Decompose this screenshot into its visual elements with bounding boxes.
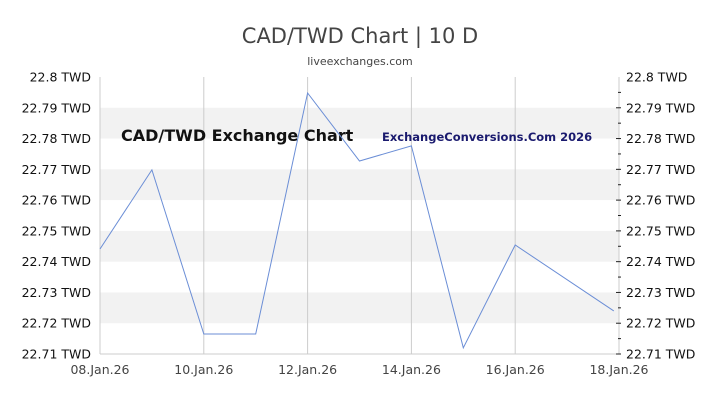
y-tick-label-right: 22.8 TWD <box>626 70 687 85</box>
y-tick-label-left: 22.75 TWD <box>22 223 91 238</box>
grid-band <box>100 107 619 139</box>
series-line-cad-twd <box>99 91 615 350</box>
grid-band <box>100 169 619 201</box>
y-tick-label-left: 22.78 TWD <box>22 131 91 146</box>
watermark-right: ExchangeConversions.Com 2026 <box>382 130 592 144</box>
x-tick-label: 10.Jan.26 <box>174 362 233 377</box>
watermark-left: CAD/TWD Exchange Chart <box>121 126 354 145</box>
y-axis-right: 22.8 TWD 22.79 TWD 22.78 TWD 22.77 TWD 22.76… <box>616 70 695 362</box>
y-tick-label-left: 22.71 TWD <box>22 347 91 362</box>
grid-band <box>100 292 619 324</box>
x-tick-label: 12.Jan.26 <box>278 362 337 377</box>
x-tick-label: 16.Jan.26 <box>486 362 545 377</box>
y-tick-label-right: 22.79 TWD <box>626 100 695 115</box>
x-tick-label: 14.Jan.26 <box>382 362 441 377</box>
y-axis-left: 22.8 TWD 22.79 TWD 22.78 TWD 22.77 TWD 22.76… <box>22 70 91 362</box>
y-tick-label-right: 22.76 TWD <box>626 193 695 208</box>
y-tick-label-right: 22.73 TWD <box>626 285 695 300</box>
y-tick-label-left: 22.76 TWD <box>22 193 91 208</box>
y-tick-label-left: 22.77 TWD <box>22 162 91 177</box>
y-tick-label-left: 22.8 TWD <box>30 70 91 85</box>
grid-band <box>100 230 619 262</box>
x-tick-label: 08.Jan.26 <box>70 362 129 377</box>
chart-title: CAD/TWD Chart | 10 D <box>241 24 479 48</box>
y-tick-label-right: 22.78 TWD <box>626 131 695 146</box>
y-tick-label-right: 22.77 TWD <box>626 162 695 177</box>
y-tick-label-left: 22.79 TWD <box>22 100 91 115</box>
y-tick-label-left: 22.74 TWD <box>22 254 91 269</box>
x-tick-label: 18.Jan.26 <box>589 362 648 377</box>
y-tick-label-left: 22.72 TWD <box>22 316 91 331</box>
y-tick-label-left: 22.73 TWD <box>22 285 91 300</box>
chart-subtitle: liveexchanges.com <box>307 55 413 68</box>
y-tick-label-right: 22.75 TWD <box>626 223 695 238</box>
y-tick-label-right: 22.71 TWD <box>626 347 695 362</box>
y-tick-label-right: 22.72 TWD <box>626 316 695 331</box>
y-tick-label-right: 22.74 TWD <box>626 254 695 269</box>
x-axis: 08.Jan.26 10.Jan.26 12.Jan.26 14.Jan.26 16.J… <box>70 362 648 377</box>
